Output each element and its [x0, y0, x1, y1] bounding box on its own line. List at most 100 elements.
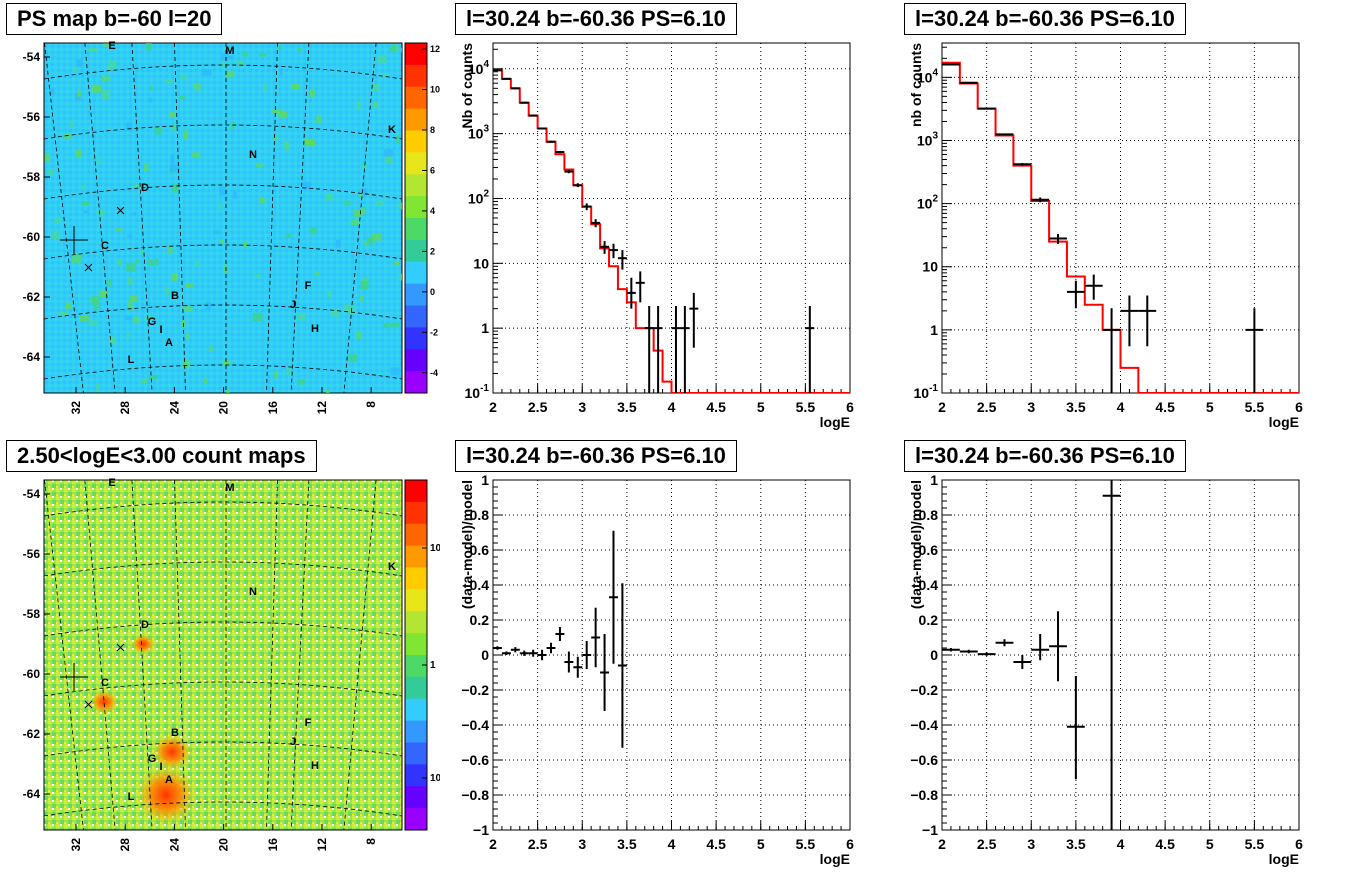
- colorbar-swatch: [405, 480, 427, 503]
- map-pixel-cluster: [222, 360, 231, 366]
- grid-longitude-line: [44, 43, 84, 393]
- map-pixel-cluster: [148, 375, 157, 380]
- map-pixel-cluster: [226, 388, 230, 393]
- source-label-e: E: [108, 40, 115, 52]
- y-tick-label: 102: [917, 194, 939, 212]
- x-tick-label: 6: [846, 399, 854, 415]
- map-pixel-cluster: [237, 61, 244, 66]
- map-pixel-cluster: [65, 302, 72, 309]
- map-pixel-cluster: [133, 316, 139, 324]
- y-tick-label: 0.8: [919, 507, 939, 523]
- map-pixel-cluster: [103, 94, 108, 100]
- map-pixel-cluster: [335, 239, 341, 248]
- colorbar-swatch: [405, 764, 427, 787]
- map-pixel-cluster: [109, 336, 115, 345]
- plot-series-group: [493, 530, 627, 748]
- map-y-tick-label: -64: [23, 787, 41, 801]
- y-tick-label: −0.6: [910, 752, 938, 768]
- colorbar-swatch: [405, 655, 427, 678]
- map-pixel-cluster: [132, 212, 137, 216]
- map-x-tick-label: 24: [167, 838, 181, 852]
- map-pixel-cluster: [303, 138, 314, 145]
- map-pixel-cluster: [182, 360, 191, 369]
- map-pixel-cluster: [73, 66, 78, 72]
- y-tick-base: 10: [917, 196, 933, 212]
- colorbar-tick-label: 2: [430, 246, 435, 256]
- map-pixel-cluster: [330, 310, 340, 318]
- map-pixel-cluster: [101, 76, 109, 82]
- grid-longitude-line: [343, 43, 377, 393]
- colorbar-swatch: [405, 371, 427, 394]
- map-pixel-cluster: [259, 52, 267, 57]
- map-pixel-cluster: [126, 122, 133, 131]
- plot-series-group: [493, 69, 850, 393]
- y-tick-label: −0.4: [461, 717, 489, 733]
- x-tick-label: 2: [489, 399, 497, 415]
- plot-frame: [492, 479, 851, 831]
- x-tick-label: 3: [1027, 399, 1035, 415]
- map-pixel-cluster: [316, 116, 322, 124]
- map-y-tick-label: -56: [23, 547, 41, 561]
- map-pixel-cluster: [286, 368, 291, 376]
- colorbar-swatch: [405, 501, 427, 525]
- colorbar-swatch: [405, 742, 427, 765]
- x-tick-label: 5.5: [796, 836, 816, 852]
- map-pixel-cluster: [44, 153, 50, 162]
- source-label-g: G: [148, 316, 157, 328]
- x-tick-label: 3: [578, 836, 586, 852]
- map-pixel-cluster: [51, 230, 61, 240]
- source-x-marker: [116, 206, 125, 215]
- map-pixel-cluster: [96, 158, 101, 164]
- y-tick-label: −0.2: [910, 682, 938, 698]
- map-y-tick-label: -60: [23, 230, 41, 244]
- map-pixel-cluster: [218, 203, 222, 211]
- source-label-n: N: [249, 586, 257, 598]
- y-tick-label: −0.6: [461, 752, 489, 768]
- map-pixel-cluster: [165, 79, 174, 84]
- map-pixel-cluster: [371, 84, 380, 92]
- x-tick-label: 4: [668, 399, 676, 415]
- map-pixel-cluster: [278, 110, 287, 119]
- map-pixel-cluster: [107, 60, 117, 70]
- map-pixel-cluster: [127, 301, 133, 311]
- map-x-tick-label: 12: [315, 838, 329, 852]
- map-pixel-cluster: [128, 278, 133, 285]
- colorbar-swatch: [405, 676, 427, 700]
- map-pixel-cluster: [167, 245, 173, 255]
- map-pixel-cluster: [233, 190, 237, 199]
- map-pixel-cluster: [383, 149, 394, 157]
- map-pixel-cluster: [126, 333, 131, 337]
- y-tick-label: −0.8: [461, 787, 489, 803]
- colorbar-tick-label: 12: [430, 44, 440, 54]
- source-label-f: F: [305, 280, 312, 292]
- map-x-tick-label: 32: [69, 401, 83, 415]
- colorbar-swatch: [405, 218, 427, 241]
- y-axis-label: nb of counts: [908, 43, 924, 127]
- colorbar-tick-label: 6: [430, 165, 435, 175]
- map-x-tick-label: 8: [364, 838, 378, 845]
- map-x-tick-label: 24: [167, 401, 181, 415]
- map-pixel-cluster: [278, 45, 282, 50]
- map-pixel-cluster: [88, 320, 99, 326]
- map-pixel-cluster: [133, 183, 141, 189]
- map-pixel-cluster: [201, 69, 212, 76]
- map-pixel-cluster: [127, 234, 133, 239]
- y-tick-label: −0.2: [461, 682, 489, 698]
- map-y-tick-label: -62: [23, 727, 41, 741]
- map-pixel-cluster: [145, 43, 152, 51]
- source-label-j: J: [290, 736, 296, 748]
- grid-latitude-line: [44, 501, 402, 517]
- x-tick-label: 6: [1295, 836, 1303, 852]
- map-pixel-cluster: [398, 202, 402, 210]
- map-pixel-cluster: [171, 184, 180, 193]
- x-tick-label: 4.5: [706, 836, 726, 852]
- map-pixel-cluster: [182, 130, 189, 139]
- grid-longitude-line: [84, 480, 116, 830]
- y-tick-label: 1: [481, 320, 489, 336]
- map-y-tick-label: -58: [23, 170, 41, 184]
- map-pixel-cluster: [344, 200, 351, 206]
- map-pixel-cluster: [99, 290, 108, 298]
- colorbar-frame: [404, 479, 428, 831]
- grid-longitude-line: [290, 43, 310, 393]
- x-tick-label: 2.5: [528, 836, 548, 852]
